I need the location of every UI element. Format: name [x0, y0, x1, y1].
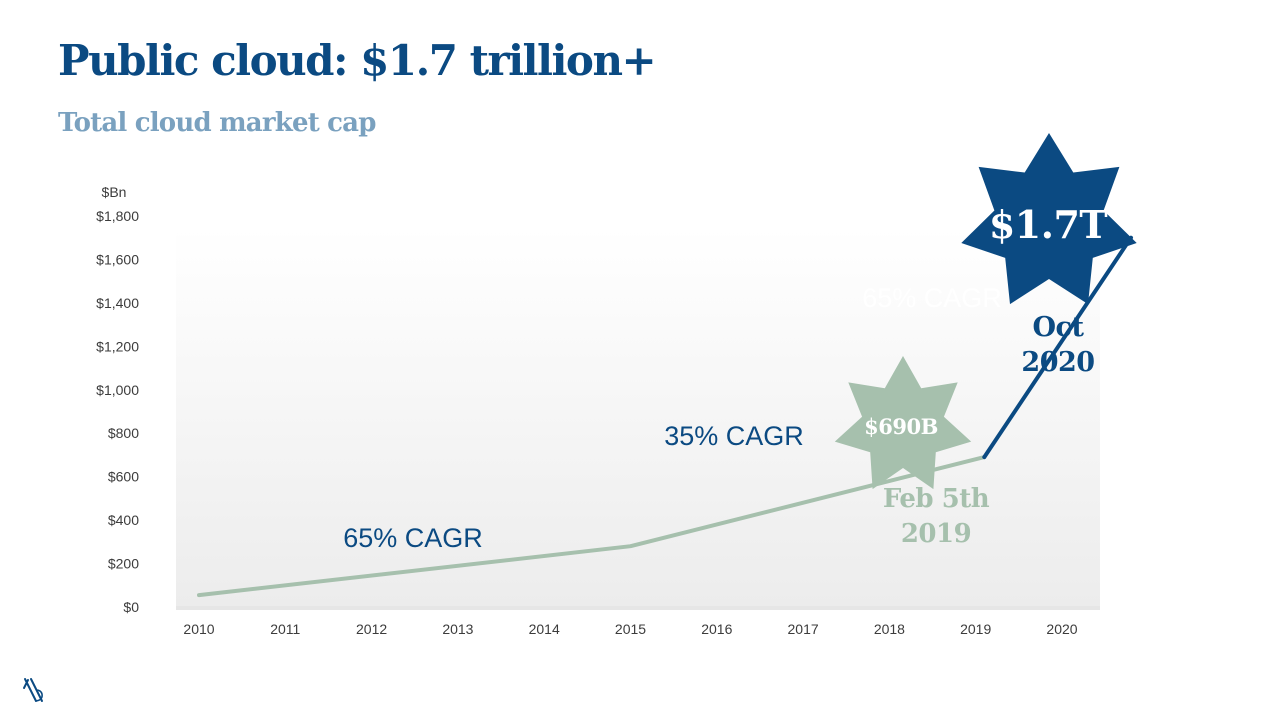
page-title: Public cloud: $1.7 trillion+: [58, 36, 657, 85]
cagr-label: 65% CAGR: [343, 523, 483, 553]
cagr-label: 65% CAGR: [862, 283, 1002, 313]
y-tick-label: $1,600: [96, 251, 139, 267]
x-tick-label: 2018: [874, 621, 905, 637]
x-tick-label: 2011: [270, 621, 300, 637]
x-axis-ticks: 2010 2011 2012 2013 2014 2015 2016 2017 2018 2019…: [183, 621, 1077, 637]
callout-date-feb-2019: Feb 5th: [883, 484, 990, 514]
x-axis-band: [176, 606, 1100, 610]
callout-date-oct-2020: Oct: [1033, 312, 1085, 343]
x-tick-label: 2010: [183, 621, 214, 637]
y-tick-label: $600: [108, 469, 139, 485]
x-tick-label: 2016: [701, 621, 732, 637]
callout-value-690b: $690B: [864, 414, 938, 439]
page-subtitle: Total cloud market cap: [58, 108, 376, 138]
cagr-label: 35% CAGR: [664, 421, 804, 451]
x-tick-label: 2020: [1046, 621, 1077, 637]
y-axis-ticks: $0 $200 $400 $600 $800 $1,000 $1,200 $1,400 $1,6…: [96, 208, 139, 615]
brand-logo-icon: [23, 678, 43, 702]
y-tick-label: $400: [108, 512, 139, 528]
callout-value-1-7t: $1.7T: [989, 202, 1108, 247]
x-tick-label: 2014: [529, 621, 560, 637]
callout-year-2020: 2020: [1021, 347, 1094, 378]
callout-star-1-7t: [961, 133, 1137, 305]
x-tick-label: 2013: [442, 621, 473, 637]
y-axis-unit-label: $Bn: [102, 184, 127, 200]
y-tick-label: $0: [123, 599, 139, 615]
x-tick-label: 2017: [788, 621, 819, 637]
callouts: $690B Feb 5th 2019 $1.7T Oct 2020: [834, 133, 1137, 549]
callout-year-2019: 2019: [901, 519, 971, 549]
y-tick-label: $1,800: [96, 208, 139, 224]
y-tick-label: $1,000: [96, 382, 139, 398]
x-tick-label: 2012: [356, 621, 387, 637]
y-tick-label: $800: [108, 425, 139, 441]
cagr-annotations: 65% CAGR 35% CAGR 65% CAGR: [343, 283, 1002, 553]
callout-star-690b: [834, 356, 972, 490]
x-tick-label: 2019: [960, 621, 991, 637]
series-line-2: [982, 235, 1133, 460]
y-tick-label: $1,400: [96, 295, 139, 311]
x-tick-label: 2015: [615, 621, 646, 637]
series-line-1: [197, 455, 987, 598]
series-lines: [197, 235, 1133, 598]
y-tick-label: $200: [108, 556, 139, 572]
y-tick-label: $1,200: [96, 338, 139, 354]
